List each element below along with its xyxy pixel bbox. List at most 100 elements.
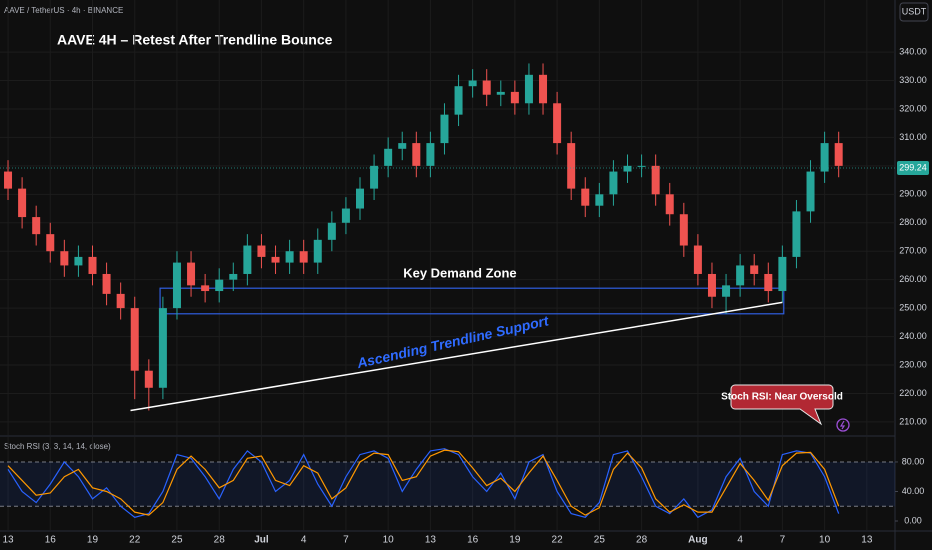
trendline [130,301,783,412]
x-tick-label: 4 [737,535,743,546]
candle-body [834,143,843,166]
candle-body [327,222,336,240]
alert-bolt [839,420,846,430]
x-tick-label: 10 [383,535,395,546]
y-tick-label: 260.00 [899,274,927,284]
candle-body [74,256,83,266]
candle-body [285,251,294,263]
symbol-header: AAVE / TetherUS · 4h · BINANCE [4,6,123,15]
candle-body [567,143,576,189]
x-tick-label: 7 [343,535,349,546]
candle-body [60,251,69,266]
candle-body [355,188,364,209]
callout-label: Stoch RSI: Near Oversold [721,392,843,403]
x-tick-label: Aug [688,535,707,546]
candle-body [187,262,196,286]
candle-body [595,194,604,206]
candle-body [553,103,562,144]
candle-body [46,234,55,252]
y-tick-label: 220.00 [899,388,927,398]
candle-body [693,245,702,274]
callout-box [730,384,834,426]
y-tick-label: 250.00 [899,302,927,312]
x-tick-label: 19 [87,535,99,546]
y-tick-label: 230.00 [899,359,927,369]
candle-body [792,211,801,257]
last-price-label: 299.24 [899,162,927,172]
x-tick-label: 13 [861,535,873,546]
candle-body [539,74,548,104]
candle-body [665,194,674,215]
candle-body [609,171,618,195]
candle-body [229,273,238,280]
candle-body [524,74,533,104]
candle-body [271,256,280,263]
candles [4,63,843,411]
candle-body [750,265,759,274]
candle-body [426,143,435,166]
x-tick-label: 7 [780,535,786,546]
alert-icon [836,418,850,432]
candle-body [313,239,322,263]
candle-body [412,143,421,166]
candle-body [454,86,463,115]
y-tick-label: 40.00 [902,486,925,496]
candle-body [341,208,350,223]
x-tick-label: 28 [636,535,648,546]
oscillator-line [7,449,840,516]
candle-body [384,148,393,166]
demand-zone [159,287,785,315]
candle-body [32,217,41,235]
x-tick-label: 25 [171,535,183,546]
candle-body [468,80,477,87]
currency-label[interactable]: USDT [902,6,927,16]
x-tick-label: 19 [509,535,521,546]
indicator-title: Stoch RSI (3, 3, 14, 14, close) [4,442,111,451]
x-tick-label: 22 [129,535,141,546]
y-tick-label: 280.00 [899,217,927,227]
candle-body [201,285,210,292]
candle-body [679,214,688,246]
y-tick-label: 0.00 [904,515,922,525]
last-price-tag [897,161,929,176]
candle-body [707,273,716,297]
chart-title: AAVE 4H – Retest After Trendline Bounce [57,32,333,48]
oscillator-band [0,461,895,507]
y-tick-label: 340.00 [899,46,927,56]
candle-body [440,114,449,144]
y-tick-label: 270.00 [899,246,927,256]
candle-body [764,273,773,292]
x-tick-label: 16 [467,535,479,546]
x-tick-label: 13 [2,535,14,546]
x-tick-label: 25 [594,535,606,546]
candle-body [88,256,97,274]
candle-body [581,188,590,206]
candle-body [722,285,731,297]
candle-body [102,273,111,294]
candle-body [820,143,829,172]
candle-body [116,293,125,309]
candle-body [651,165,660,195]
x-tick-label: 13 [425,535,437,546]
candle-body [215,279,224,292]
candle-body [18,188,27,218]
candle-body [172,262,181,309]
currency-button[interactable] [899,2,929,22]
candle-body [482,80,491,95]
candle-body [806,171,815,212]
candle-body [243,245,252,274]
x-tick-label: 4 [301,535,307,546]
x-tick-label: Jul [254,535,269,546]
candle-body [257,245,266,257]
candle-body [736,265,745,286]
y-tick-label: 310.00 [899,132,927,142]
candle-body [623,165,632,172]
y-tick-label: 290.00 [899,189,927,199]
candle-body [778,256,787,292]
candle-body [130,308,139,371]
candle-body [637,165,646,167]
candle-body [299,251,308,263]
